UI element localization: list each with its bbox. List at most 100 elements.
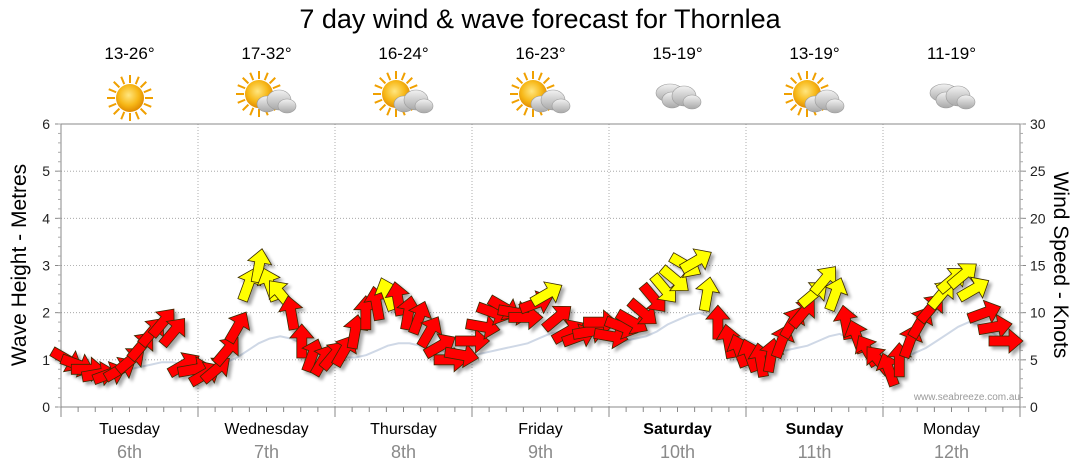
y-right-tick-label: 30 [1030,116,1046,132]
sun-ray [784,84,794,90]
sun-ray [241,77,249,85]
y-right-tick-label: 0 [1030,399,1038,415]
sun-ray [112,81,120,89]
sun-ray [789,103,797,111]
sun-ray [268,77,276,85]
y-right-tick-label: 15 [1030,258,1046,274]
temperature-range: 11-19° [926,44,977,63]
sun-ray [385,72,391,81]
day-date-label: 8th [390,442,417,462]
cloud-shape [393,89,433,114]
sun-cloud-icon [509,71,570,117]
sun-ray [819,84,829,90]
sun-cloud-icon [372,71,433,117]
wind-arrow [246,248,273,284]
wind-arrow [288,323,315,359]
y-left-tick-label: 6 [42,116,50,132]
temperature-range: 17-32° [241,44,292,63]
y-axis-right-label: Wind Speed - Knots [1049,171,1072,359]
sun-ray [119,111,125,120]
credit-watermark: www.seabreeze.com.au [913,392,1020,403]
sun-ray [271,84,281,90]
wind-arrow [211,336,239,368]
sun-ray [537,72,543,81]
sun-ray [510,98,520,104]
temperature-range: 16-23° [515,44,566,63]
sun-ray [139,107,147,115]
day-date-label: 7th [253,442,280,462]
wind-arrow [277,295,304,331]
y-right-tick-label: 5 [1030,352,1038,368]
wind-arrow [678,248,712,275]
wind-arrow [224,311,251,345]
sun-ray [522,72,528,81]
sun-ray [784,98,794,104]
day-date-label: 9th [527,442,554,462]
cloud-shape [804,89,844,114]
cloud-icon [929,83,975,110]
day-date-label: 11th [797,442,832,462]
sun-ray [378,103,386,111]
day-name-label: Wednesday [224,421,309,438]
y-right-tick-label: 20 [1030,210,1046,226]
wind-arrow [966,299,1002,324]
sun-ray [236,84,246,90]
sun-ray [405,77,413,85]
sun-ray [400,72,406,81]
sun-ray [811,72,817,81]
wind-arrow [824,277,849,312]
sun-ray [515,103,523,111]
y-left-tick-label: 1 [42,352,50,368]
sun-ray [408,84,418,90]
wind-arrow [787,299,815,330]
sun-ray [789,77,797,85]
y-left-tick-label: 0 [42,399,50,415]
wind-arrow [465,314,501,340]
y-right-tick-label: 10 [1030,305,1046,321]
wind-arrow [694,276,721,312]
wind-arrow [158,318,186,349]
cloud-shape [256,89,296,114]
y-left-tick-label: 2 [42,305,50,321]
y-axis-left-label: Wave Height - Metres [8,163,31,367]
wind-arrow [529,281,563,308]
sun-icon [106,75,153,121]
day-name-label: Friday [518,421,563,438]
sun-ray [373,98,383,104]
sun-ray [378,77,386,85]
sun-ray [522,107,528,116]
sun-ray [263,72,269,81]
sun-ray [134,76,140,85]
sun-ray [542,77,550,85]
day-name-label: Tuesday [99,421,160,438]
sun-ray [545,84,555,90]
sun-cloud-icon [783,71,844,117]
day-date-label: 6th [116,442,143,462]
sun-ray [142,102,152,108]
sun-ray [112,107,120,115]
sun-ray [107,102,117,108]
wind-arrow [956,276,990,303]
sun-ray [241,103,249,111]
sun-ray [248,107,254,116]
wind-arrow [407,300,433,336]
sun-ray [796,72,802,81]
y-left-tick-label: 4 [42,210,50,226]
sun-ray [816,77,824,85]
temperature-range: 13-26° [104,44,155,63]
wind-arrow [988,328,1024,354]
cloud-shape [655,83,701,110]
day-date-label: 10th [659,442,696,462]
cloud-icon [655,83,701,110]
sun-ray [134,111,140,120]
day-name-label: Monday [923,421,980,438]
y-left-tick-label: 5 [42,163,50,179]
sun-ray [373,84,383,90]
sun-ray [142,88,152,94]
sun-ray [139,81,147,89]
y-right-tick-label: 25 [1030,163,1046,179]
day-name-label: Thursday [370,421,437,438]
sun-ray [248,72,254,81]
sun-ray [236,98,246,104]
